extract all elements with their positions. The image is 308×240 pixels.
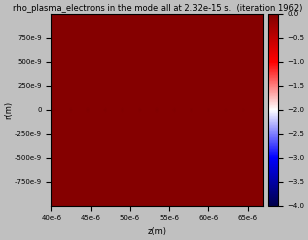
Title: rho_plasma_electrons in the mode all at 2.32e-15 s.  (iteration 1962): rho_plasma_electrons in the mode all at … (13, 4, 302, 13)
X-axis label: z(m): z(m) (148, 227, 167, 236)
Y-axis label: r(m): r(m) (4, 101, 13, 119)
